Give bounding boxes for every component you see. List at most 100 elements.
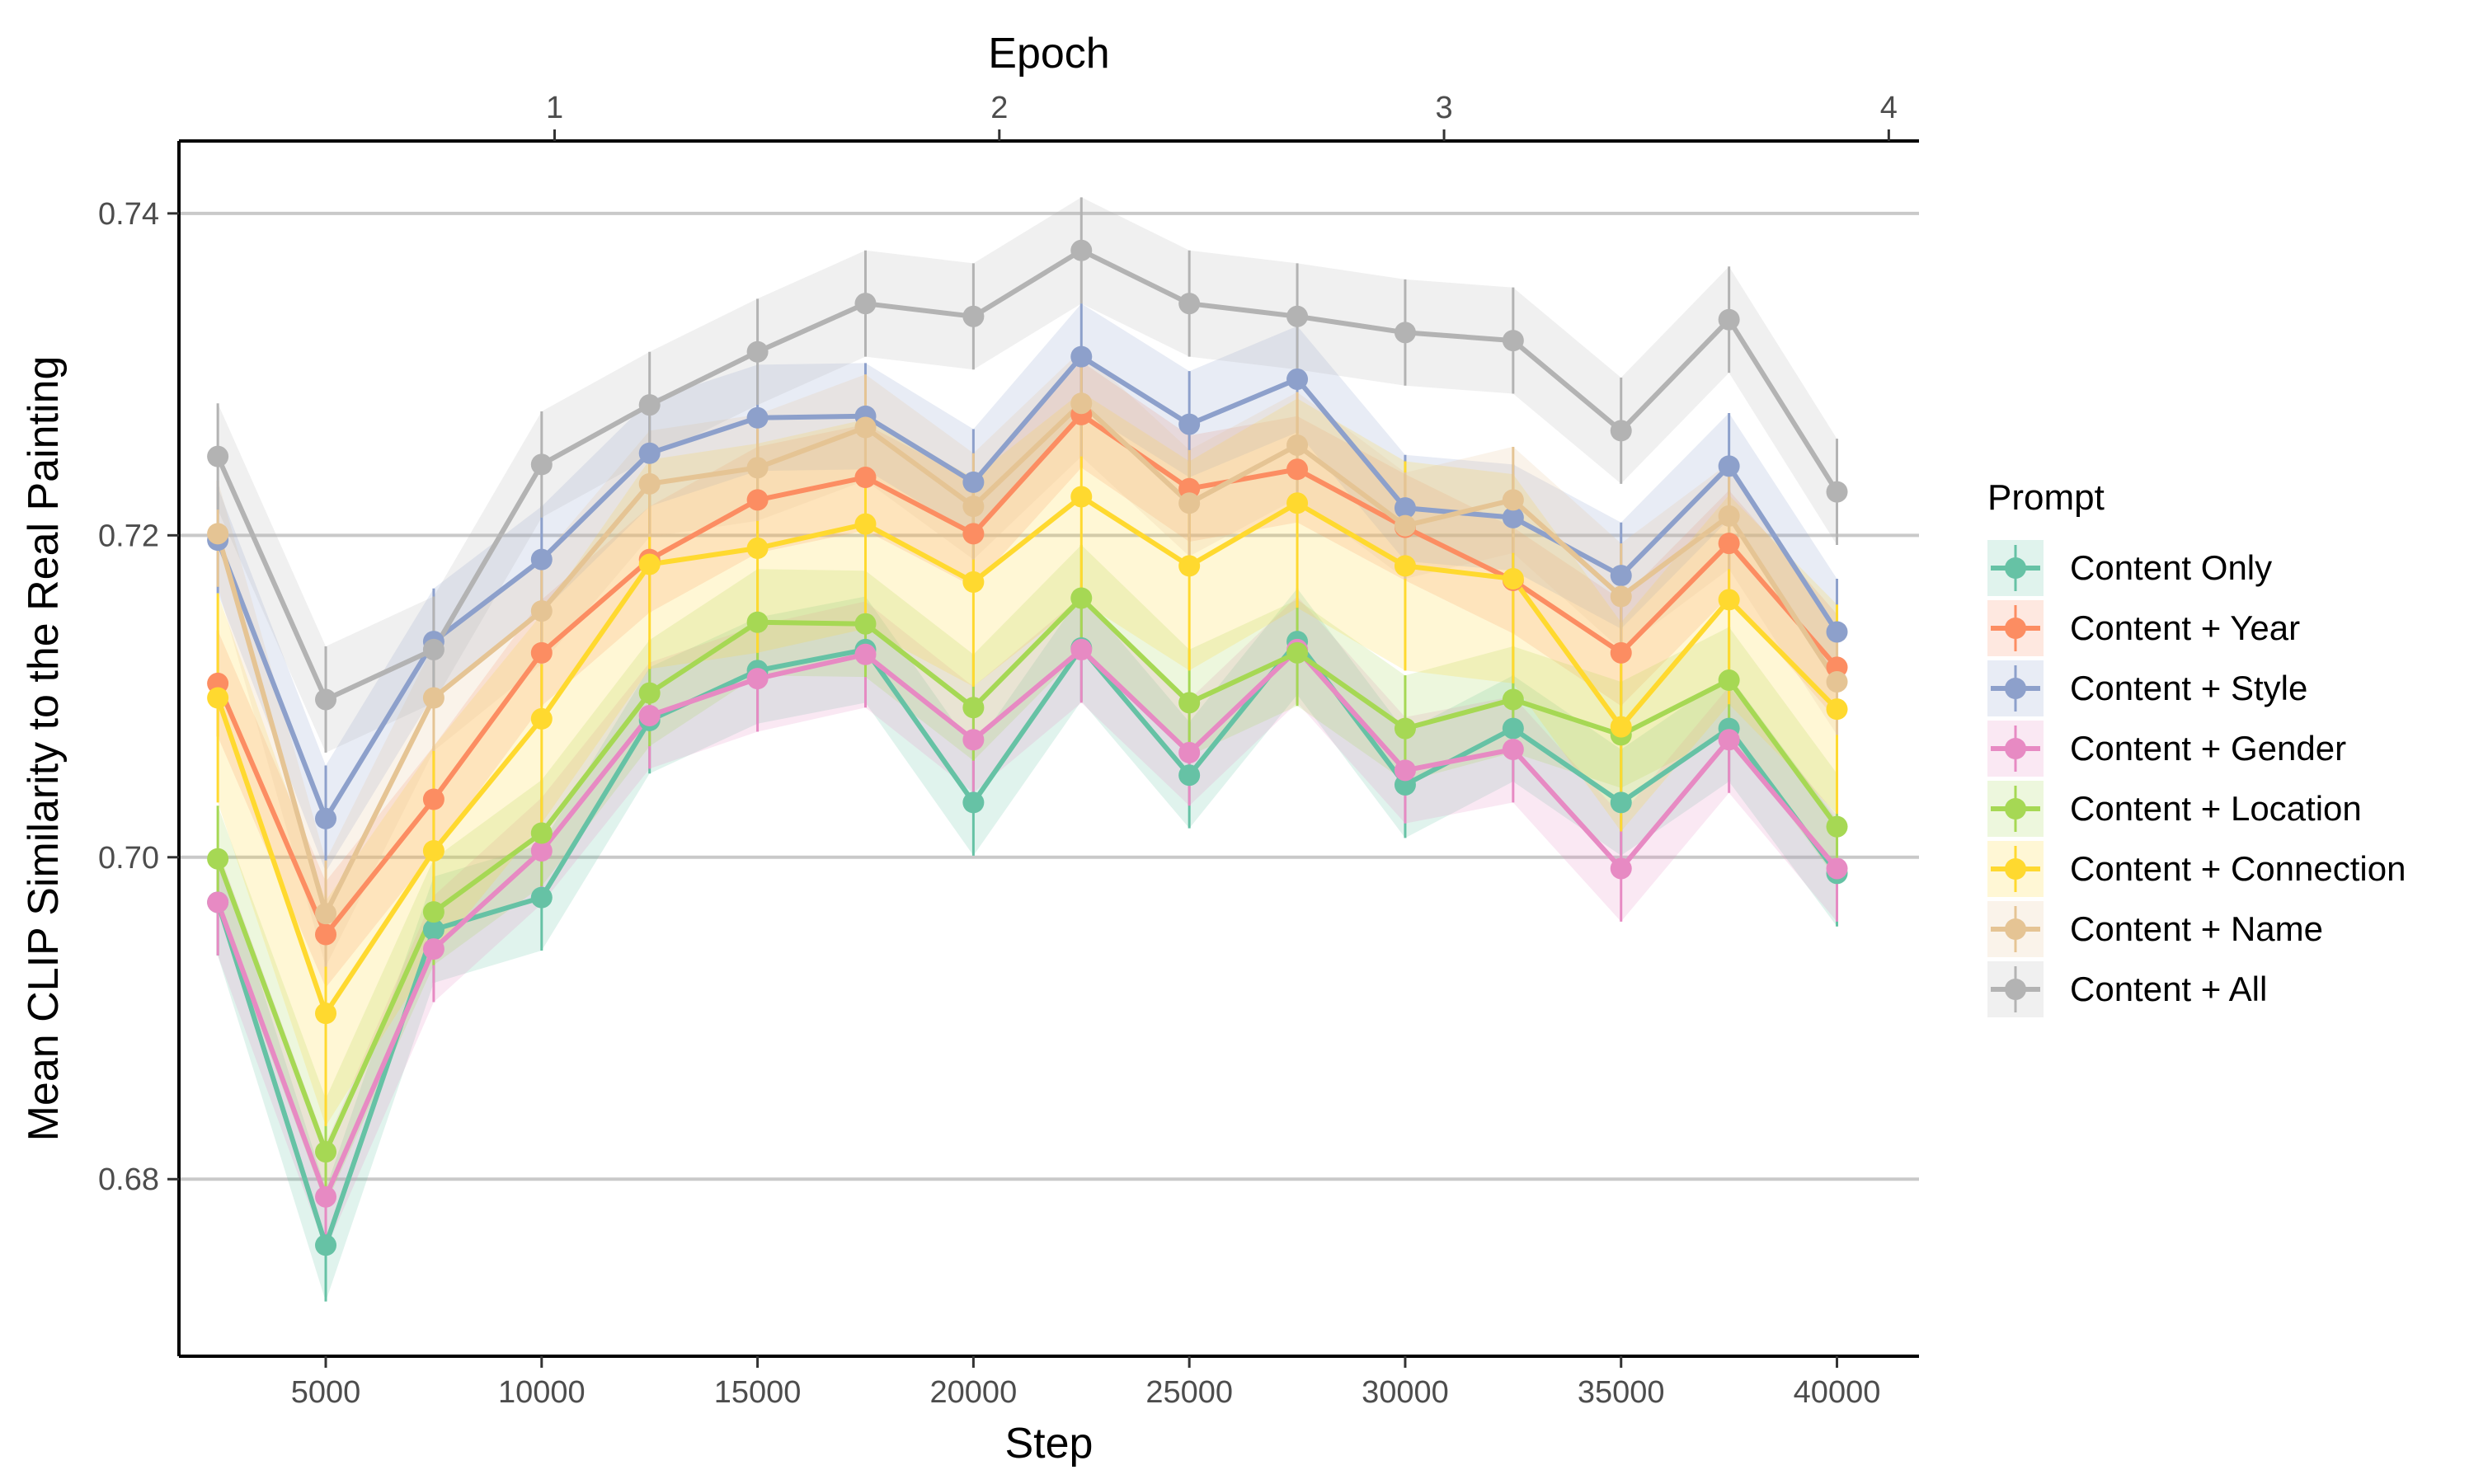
data-point — [746, 668, 769, 690]
data-point — [746, 340, 769, 363]
data-point — [1070, 587, 1093, 609]
data-point — [207, 445, 229, 467]
ribbon-2 — [218, 303, 1837, 872]
data-point — [638, 472, 661, 495]
data-point — [530, 707, 553, 730]
data-point — [422, 687, 444, 709]
x-tick-label: 15000 — [714, 1375, 802, 1410]
legend-key-point — [2005, 798, 2026, 819]
data-point — [962, 495, 985, 518]
data-point — [1286, 305, 1309, 327]
x-tick-label: 5000 — [291, 1375, 361, 1410]
axes — [177, 139, 1919, 1358]
data-point — [422, 918, 444, 941]
data-point — [1178, 413, 1201, 435]
data-point — [207, 523, 229, 545]
data-point — [746, 406, 769, 429]
ribbon-3 — [218, 596, 1837, 1251]
epoch-tick-label: 1 — [546, 91, 563, 125]
x-tick-label: 10000 — [498, 1375, 586, 1410]
data-point — [1502, 568, 1524, 590]
data-point — [1502, 717, 1524, 740]
legend-key-point — [2005, 858, 2026, 880]
x-tick-label: 25000 — [1145, 1375, 1233, 1410]
y-tick-label: 0.68 — [98, 1162, 159, 1197]
data-point — [1178, 692, 1201, 714]
data-point — [638, 553, 661, 575]
data-point — [530, 600, 553, 622]
data-point — [1610, 585, 1632, 608]
x-axis-title: Step — [1005, 1420, 1094, 1468]
data-point — [530, 839, 553, 862]
data-point — [962, 523, 985, 545]
data-point — [962, 697, 985, 719]
data-point — [1394, 555, 1416, 577]
series-line-3 — [215, 646, 1839, 1200]
data-point — [638, 704, 661, 726]
legend-key-point — [2005, 557, 2026, 579]
legend-key-point — [2005, 618, 2026, 639]
y-tick-label: 0.72 — [98, 519, 159, 553]
data-point — [1178, 764, 1201, 787]
data-point — [1718, 308, 1740, 331]
legend-key-point — [2005, 979, 2026, 1000]
data-point — [1718, 505, 1740, 527]
data-point — [1286, 492, 1309, 514]
data-point — [1718, 533, 1740, 555]
data-point — [1394, 497, 1416, 519]
data-point — [315, 923, 337, 946]
data-point — [422, 788, 444, 810]
ribbon-5 — [218, 392, 1837, 1126]
data-point — [1826, 621, 1848, 643]
data-point — [638, 442, 661, 464]
data-point — [1070, 345, 1093, 368]
data-point — [962, 571, 985, 593]
data-point — [854, 416, 877, 439]
data-point — [1286, 458, 1309, 481]
data-point — [1610, 420, 1632, 442]
data-point — [962, 791, 985, 814]
data-point — [530, 822, 553, 844]
data-point — [422, 938, 444, 960]
data-point — [530, 641, 553, 664]
data-point — [638, 394, 661, 416]
data-point — [962, 471, 985, 493]
data-point — [315, 1186, 337, 1208]
data-point — [1826, 698, 1848, 721]
data-point — [1178, 741, 1201, 763]
legend-label: Content + All — [2070, 970, 2267, 1008]
data-point — [1070, 486, 1093, 508]
data-point — [746, 537, 769, 559]
data-point — [315, 1234, 337, 1256]
confidence-ribbons — [218, 197, 1837, 1302]
data-point — [207, 891, 229, 913]
epoch-tick-label: 2 — [990, 91, 1008, 125]
data-point — [962, 305, 985, 327]
legend-label: Content + Location — [2070, 789, 2362, 828]
epoch-tick-label: 3 — [1435, 91, 1452, 125]
data-point — [530, 548, 553, 571]
data-point — [854, 293, 877, 315]
data-point — [1610, 641, 1632, 664]
data-point — [1610, 716, 1632, 738]
data-point — [422, 901, 444, 923]
data-point — [1718, 669, 1740, 692]
ribbon-6 — [218, 350, 1837, 967]
legend-key-point — [2005, 678, 2026, 699]
data-point — [1502, 688, 1524, 711]
y-tick-label: 0.70 — [98, 841, 159, 876]
legend-label: Content + Connection — [2070, 849, 2406, 888]
data-point — [315, 903, 337, 925]
data-point — [1070, 392, 1093, 415]
data-point — [854, 467, 877, 489]
y-axis-title: Mean CLIP Similarity to the Real Paintin… — [20, 356, 68, 1142]
data-point — [315, 1003, 337, 1025]
legend-key-point — [2005, 918, 2026, 940]
data-point — [1178, 492, 1201, 514]
data-point — [1394, 322, 1416, 344]
data-points — [207, 239, 1848, 1256]
data-point — [746, 457, 769, 479]
x-tick-label: 30000 — [1362, 1375, 1449, 1410]
data-point — [1178, 555, 1201, 577]
